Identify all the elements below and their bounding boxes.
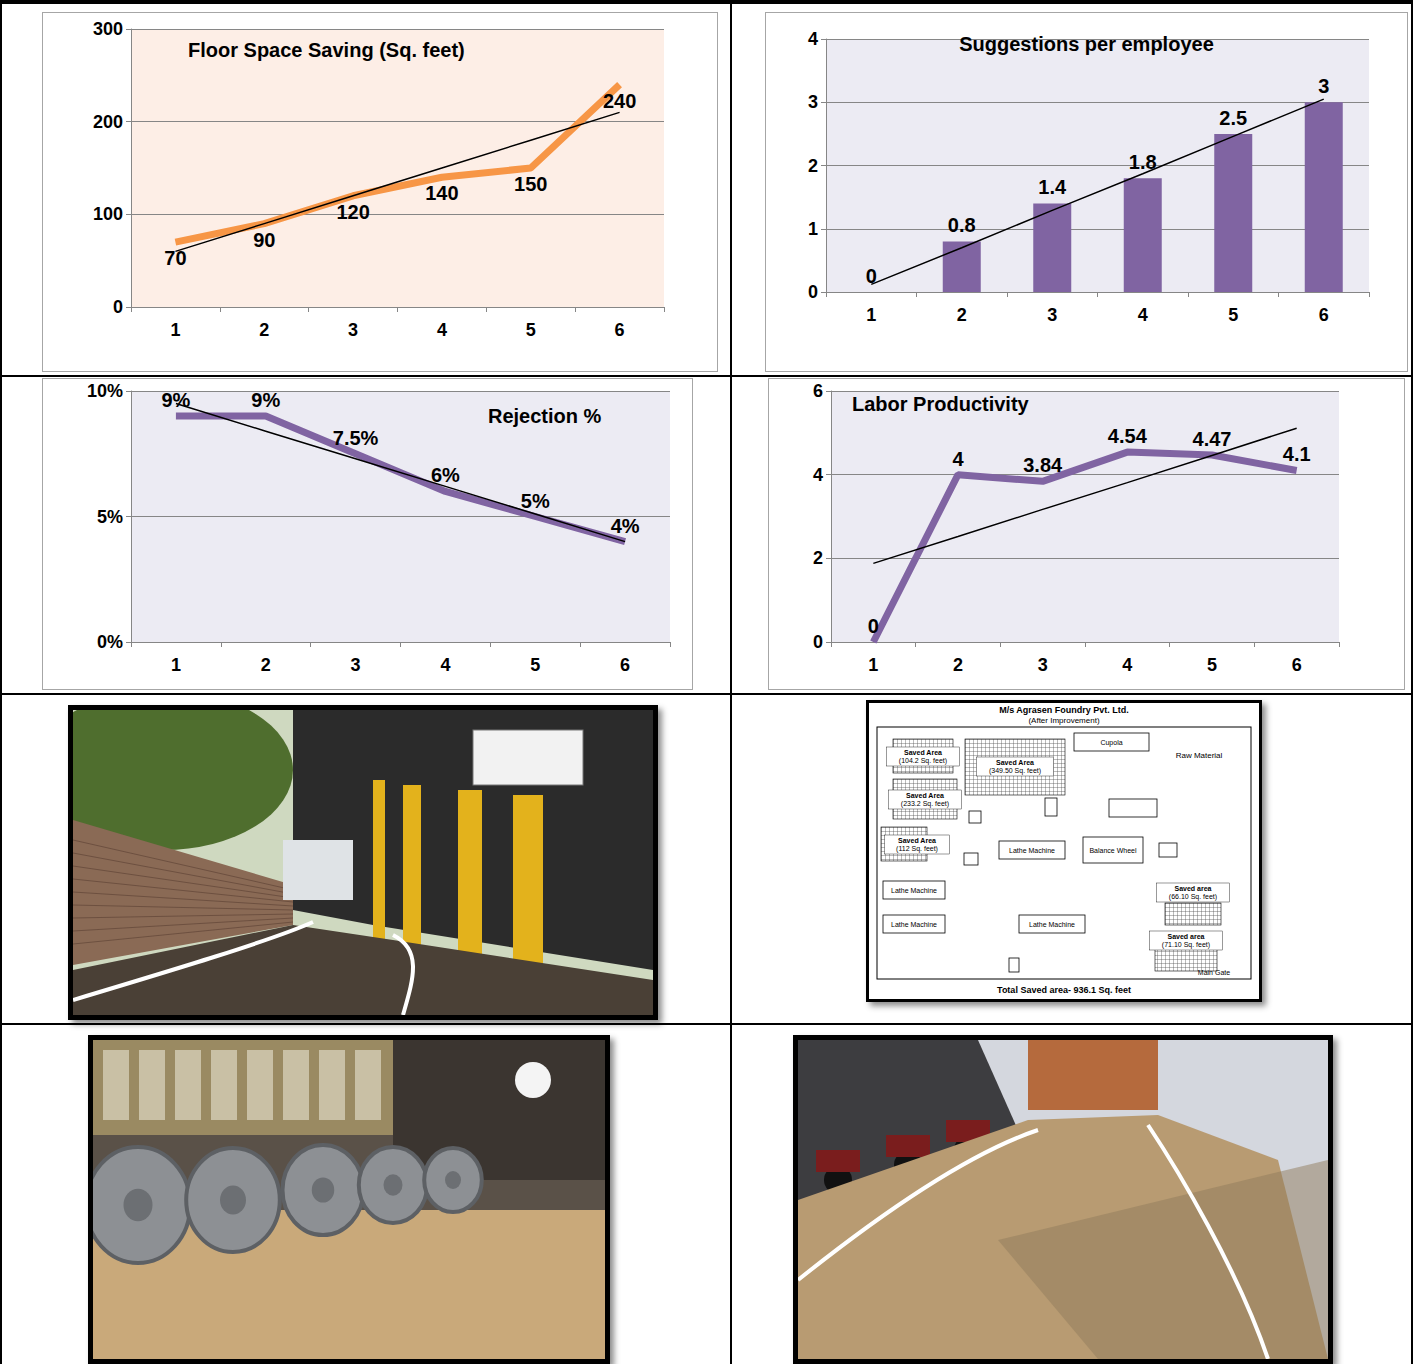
svg-text:Rejection %: Rejection % (488, 405, 602, 427)
svg-text:7.5%: 7.5% (333, 427, 379, 449)
svg-text:0.8: 0.8 (948, 214, 976, 236)
svg-text:6: 6 (813, 381, 823, 401)
svg-text:0: 0 (868, 615, 879, 637)
svg-text:(233.2 Sq. feet): (233.2 Sq. feet) (901, 800, 949, 808)
svg-text:Lathe Machine: Lathe Machine (891, 887, 937, 894)
svg-text:1.8: 1.8 (1128, 151, 1157, 174)
svg-text:Cupola: Cupola (1100, 739, 1122, 747)
svg-text:5: 5 (1207, 655, 1217, 675)
svg-text:4.47: 4.47 (1193, 428, 1232, 450)
svg-text:300: 300 (93, 19, 123, 39)
svg-text:Total Saved area- 936.1 Sq. fe: Total Saved area- 936.1 Sq. feet (997, 985, 1131, 995)
svg-text:Lathe Machine: Lathe Machine (1029, 921, 1075, 928)
svg-text:1: 1 (866, 305, 876, 325)
svg-text:Saved Area: Saved Area (898, 837, 936, 844)
svg-text:4%: 4% (611, 515, 640, 537)
svg-text:2: 2 (957, 305, 967, 325)
svg-text:3: 3 (1318, 75, 1329, 97)
svg-text:1: 1 (170, 320, 180, 340)
svg-text:0%: 0% (97, 632, 123, 652)
svg-text:3: 3 (348, 320, 358, 340)
svg-text:1: 1 (808, 219, 818, 239)
svg-text:(104.2 Sq. feet): (104.2 Sq. feet) (899, 757, 947, 765)
svg-text:2: 2 (261, 655, 271, 675)
svg-text:6: 6 (620, 655, 630, 675)
svg-text:6: 6 (615, 320, 625, 340)
svg-text:Balance Wheel: Balance Wheel (1089, 847, 1137, 854)
svg-text:Floor Space Saving (Sq. feet): Floor Space Saving (Sq. feet) (188, 39, 465, 61)
svg-text:4.54: 4.54 (1108, 425, 1148, 447)
svg-text:0: 0 (113, 297, 123, 317)
svg-text:2.5: 2.5 (1219, 107, 1247, 129)
svg-text:0: 0 (808, 282, 818, 302)
svg-text:3: 3 (351, 655, 361, 675)
svg-text:Saved Area: Saved Area (906, 792, 944, 799)
svg-text:4: 4 (437, 320, 447, 340)
svg-text:Raw Material: Raw Material (1176, 751, 1223, 760)
svg-text:6: 6 (1292, 655, 1302, 675)
svg-text:1: 1 (868, 655, 878, 675)
svg-text:1.4: 1.4 (1038, 176, 1067, 198)
svg-text:Saved area: Saved area (1175, 885, 1212, 892)
svg-text:3: 3 (808, 92, 818, 112)
svg-text:9%: 9% (251, 389, 280, 411)
svg-text:2: 2 (808, 156, 818, 176)
svg-text:Lathe Machine: Lathe Machine (891, 921, 937, 928)
svg-text:Labor Productivity: Labor Productivity (852, 393, 1030, 415)
svg-text:(112 Sq. feet): (112 Sq. feet) (896, 845, 938, 853)
svg-text:2: 2 (259, 320, 269, 340)
svg-text:5%: 5% (521, 490, 550, 512)
svg-text:(349.50 Sq. feet): (349.50 Sq. feet) (989, 767, 1041, 775)
svg-text:5: 5 (1228, 305, 1238, 325)
svg-text:3: 3 (1038, 655, 1048, 675)
svg-text:Saved Area: Saved Area (996, 759, 1034, 766)
svg-text:4: 4 (952, 448, 964, 470)
svg-text:4.1: 4.1 (1283, 443, 1311, 465)
svg-text:6: 6 (1319, 305, 1329, 325)
svg-text:4: 4 (1122, 655, 1132, 675)
svg-text:120: 120 (336, 201, 369, 223)
svg-text:4: 4 (813, 465, 823, 485)
svg-text:100: 100 (93, 204, 123, 224)
svg-text:240: 240 (603, 90, 636, 112)
svg-text:Lathe Machine: Lathe Machine (1009, 847, 1055, 854)
svg-text:Main Gate: Main Gate (1198, 969, 1230, 976)
svg-text:4: 4 (808, 29, 818, 49)
svg-text:3: 3 (1047, 305, 1057, 325)
svg-text:1: 1 (171, 655, 181, 675)
svg-text:9%: 9% (161, 389, 190, 411)
svg-text:5%: 5% (97, 507, 123, 527)
svg-text:4: 4 (1138, 305, 1148, 325)
svg-text:Saved area: Saved area (1168, 933, 1205, 940)
svg-text:150: 150 (514, 173, 547, 195)
svg-text:6%: 6% (431, 464, 460, 487)
svg-text:90: 90 (253, 229, 275, 251)
svg-text:Saved Area: Saved Area (904, 749, 942, 756)
svg-text:0: 0 (813, 632, 823, 652)
svg-text:Suggestions per employee: Suggestions per employee (959, 33, 1214, 55)
svg-text:(66.10 Sq. feet): (66.10 Sq. feet) (1169, 893, 1217, 901)
svg-text:0: 0 (865, 265, 877, 287)
svg-text:(After Improvement): (After Improvement) (1028, 716, 1099, 725)
svg-text:4: 4 (440, 655, 450, 675)
svg-text:3.84: 3.84 (1023, 454, 1063, 476)
svg-text:5: 5 (526, 320, 536, 340)
svg-text:10%: 10% (87, 381, 123, 401)
svg-text:2: 2 (953, 655, 963, 675)
svg-text:(71.10 Sq. feet): (71.10 Sq. feet) (1162, 941, 1210, 949)
svg-text:70: 70 (164, 247, 186, 269)
svg-text:200: 200 (93, 112, 123, 132)
svg-text:M/s Agrasen Foundry Pvt. Ltd.: M/s Agrasen Foundry Pvt. Ltd. (999, 705, 1129, 715)
svg-text:2: 2 (813, 548, 823, 568)
svg-text:140: 140 (425, 182, 458, 204)
svg-text:5: 5 (530, 655, 540, 675)
